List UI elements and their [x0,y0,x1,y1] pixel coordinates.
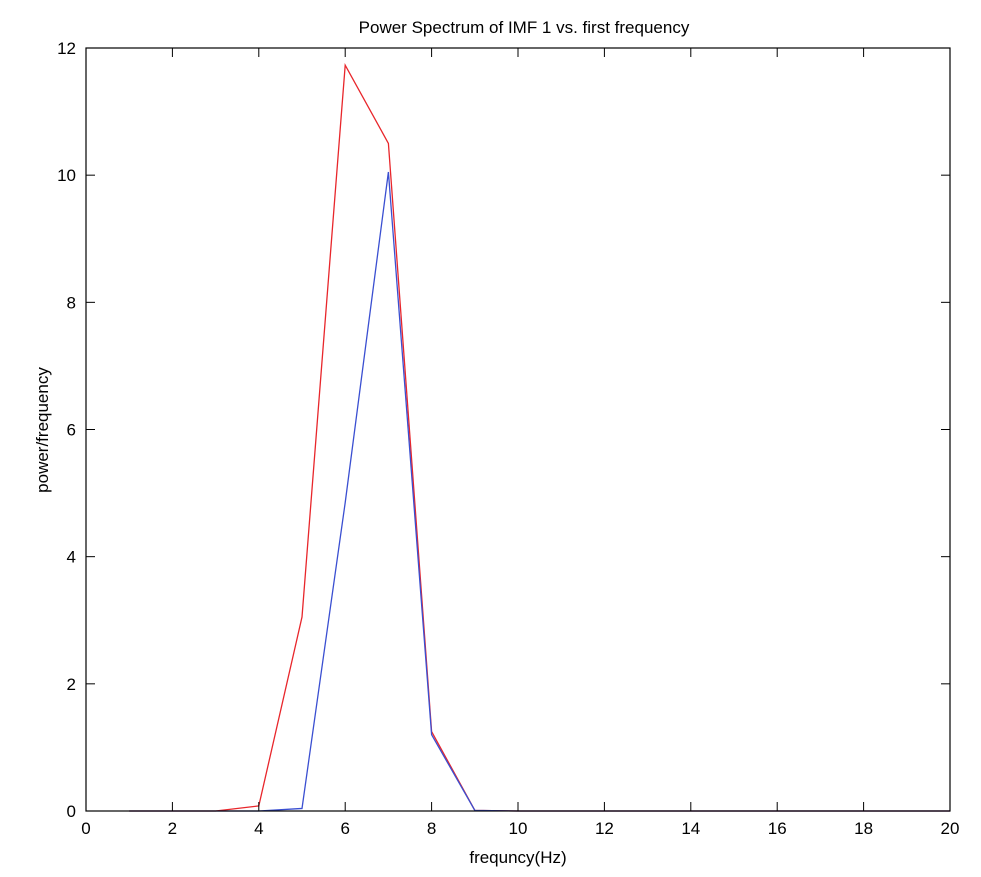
x-tick-label: 4 [254,819,263,838]
y-tick-label: 8 [67,293,76,312]
y-tick-label: 4 [67,548,76,567]
x-tick-label: 12 [595,819,614,838]
y-axis-ticks: 0 2 4 6 8 10 12 [57,39,950,821]
y-tick-label: 2 [67,675,76,694]
x-tick-label: 2 [168,819,177,838]
x-tick-label: 8 [427,819,436,838]
x-tick-label: 0 [81,819,90,838]
x-tick-label: 16 [768,819,787,838]
x-tick-label: 18 [854,819,873,838]
x-tick-label: 14 [681,819,700,838]
chart-title: Power Spectrum of IMF 1 vs. first freque… [359,18,690,37]
x-tick-label: 20 [941,819,960,838]
y-tick-label: 10 [57,166,76,185]
y-tick-label: 12 [57,39,76,58]
y-axis-label: power/frequency [33,367,52,493]
x-axis-label: frequncy(Hz) [469,848,566,867]
x-axis-ticks: 0 2 4 6 8 10 12 14 16 18 20 [81,48,959,838]
x-tick-label: 6 [340,819,349,838]
y-tick-label: 0 [67,802,76,821]
y-tick-label: 6 [67,421,76,440]
x-tick-label: 10 [509,819,528,838]
